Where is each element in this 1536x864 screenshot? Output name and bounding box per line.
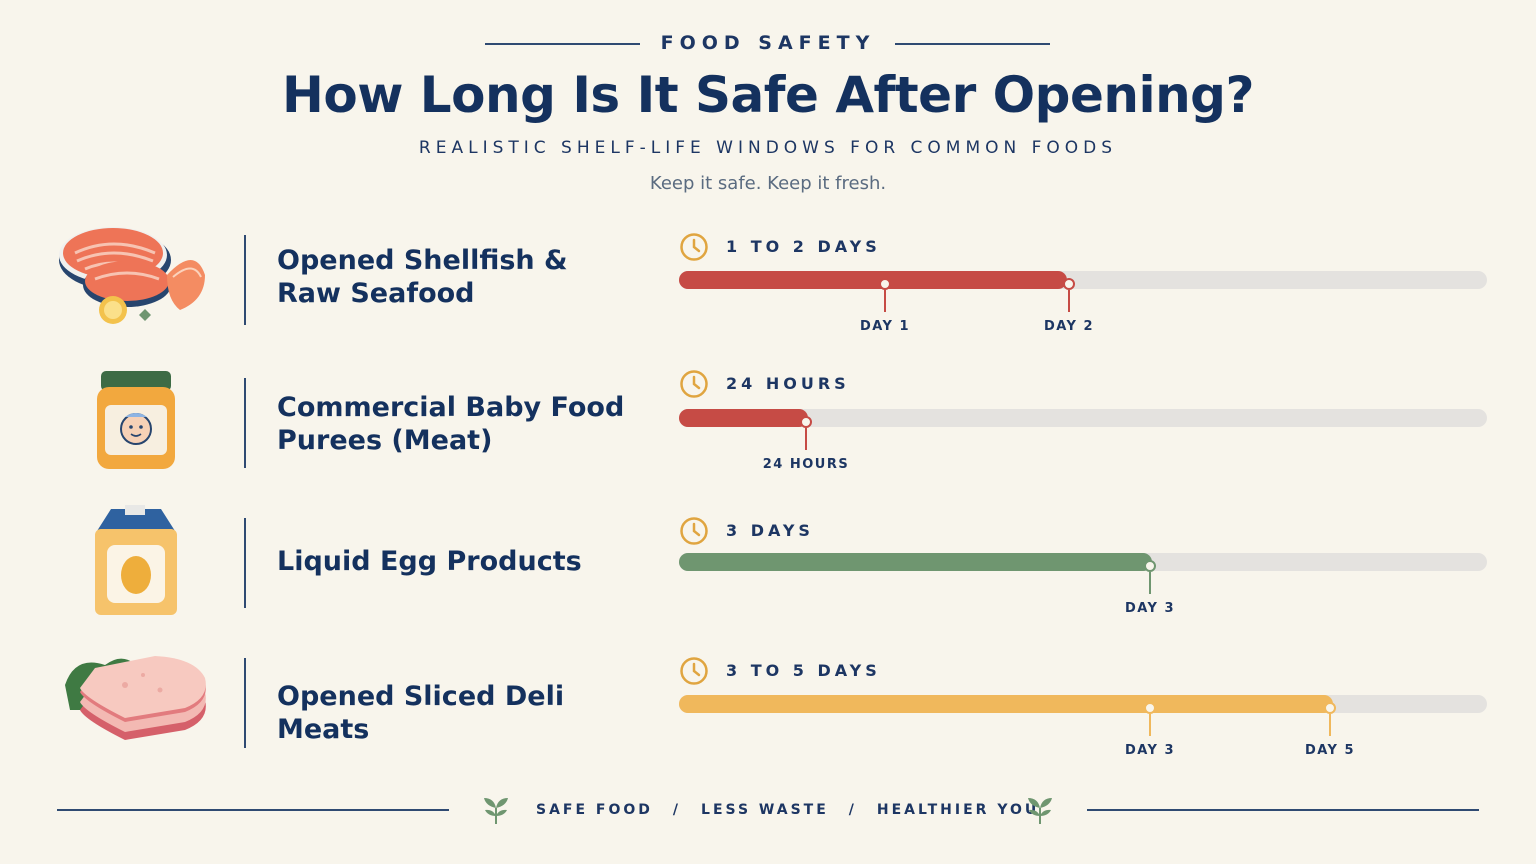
row-divider <box>244 378 246 468</box>
marker-stem <box>1068 290 1070 312</box>
timeline-fill <box>679 409 808 427</box>
marker-label: DAY 3 <box>1124 601 1176 616</box>
leaf-icon <box>484 798 508 824</box>
timeline-track: DAY 1 DAY 2 <box>679 271 1487 334</box>
food-name: Liquid Egg Products <box>277 545 637 578</box>
footer-separator: / <box>848 802 857 818</box>
leaf-icon <box>1028 798 1052 824</box>
eyebrow-row: FOOD SAFETY <box>0 32 1536 56</box>
salmon-shrimp-icon <box>55 215 215 335</box>
page-title: How Long Is It Safe After Opening? <box>282 66 1254 124</box>
marker-dot <box>879 278 891 290</box>
food-name: Commercial Baby Food Purees (Meat) <box>277 391 637 457</box>
marker-label: DAY 3 <box>1124 743 1176 758</box>
eyebrow-left-rule <box>485 43 640 45</box>
clock-icon <box>680 517 708 545</box>
marker-dot <box>1324 702 1336 714</box>
footer-left-rule <box>57 809 449 811</box>
marker-stem <box>1329 714 1331 736</box>
marker-dot <box>1144 560 1156 572</box>
marker-dot <box>800 416 812 428</box>
clock-icon <box>680 657 708 685</box>
timeline-fill <box>679 695 1333 713</box>
food-name: Opened Shellfish & Raw Seafood <box>277 244 637 310</box>
duration-label: 1 TO 2 DAYS <box>726 237 881 256</box>
timeline-fill <box>679 553 1152 571</box>
duration-label: 3 DAYS <box>726 521 814 540</box>
marker-label: DAY 1 <box>859 319 911 334</box>
egg-carton-icon <box>55 503 215 623</box>
marker-dot <box>1063 278 1075 290</box>
footer-healthier-you: HEALTHIER YOU <box>876 802 1040 818</box>
footer-right-rule <box>1087 809 1479 811</box>
duration-label: 24 HOURS <box>726 374 850 393</box>
marker-label: DAY 5 <box>1304 743 1356 758</box>
clock-icon <box>680 233 708 261</box>
baby-food-jar-icon <box>55 365 215 485</box>
eyebrow-label: FOOD SAFETY <box>660 32 876 54</box>
marker-stem <box>1149 714 1151 736</box>
row-divider <box>244 658 246 748</box>
food-name-line1: Opened Sliced Deli Meats <box>277 681 565 745</box>
tagline: Keep it safe. Keep it fresh. <box>649 173 887 194</box>
row-divider <box>244 235 246 325</box>
marker-dot <box>1144 702 1156 714</box>
timeline-track: DAY 3 DAY 5 <box>679 695 1487 758</box>
clock-icon <box>680 370 708 398</box>
footer-tagline: SAFE FOOD / LESS WASTE / HEALTHIER YOU <box>536 802 1039 818</box>
page-subtitle: REALISTIC SHELF-LIFE WINDOWS FOR COMMON … <box>418 138 1118 158</box>
food-name-line2: Purees (Meat) <box>277 425 493 456</box>
marker-stem <box>805 428 807 450</box>
food-name-line1: Opened Shellfish & <box>277 245 568 276</box>
timeline-track: DAY 3 <box>679 553 1487 616</box>
food-name: Opened Sliced Deli Meats <box>277 680 637 746</box>
row-divider <box>244 518 246 608</box>
timeline-fill <box>679 271 1067 289</box>
deli-meat-icon <box>55 650 215 770</box>
marker-label: 24 HOURS <box>762 457 850 472</box>
duration-label: 3 TO 5 DAYS <box>726 661 881 680</box>
timeline-track: 24 HOURS <box>679 409 1487 472</box>
eyebrow-right-rule <box>895 43 1050 45</box>
footer-separator: / <box>672 802 682 818</box>
footer-safe-food: SAFE FOOD <box>536 802 653 818</box>
food-name-line1: Liquid Egg Products <box>277 546 582 577</box>
marker-stem <box>884 290 886 312</box>
footer-less-waste: LESS WASTE <box>701 802 829 818</box>
food-name-line1: Commercial Baby Food <box>277 392 625 423</box>
marker-label: DAY 2 <box>1043 319 1095 334</box>
marker-stem <box>1149 572 1151 594</box>
food-name-line2: Raw Seafood <box>277 278 475 309</box>
